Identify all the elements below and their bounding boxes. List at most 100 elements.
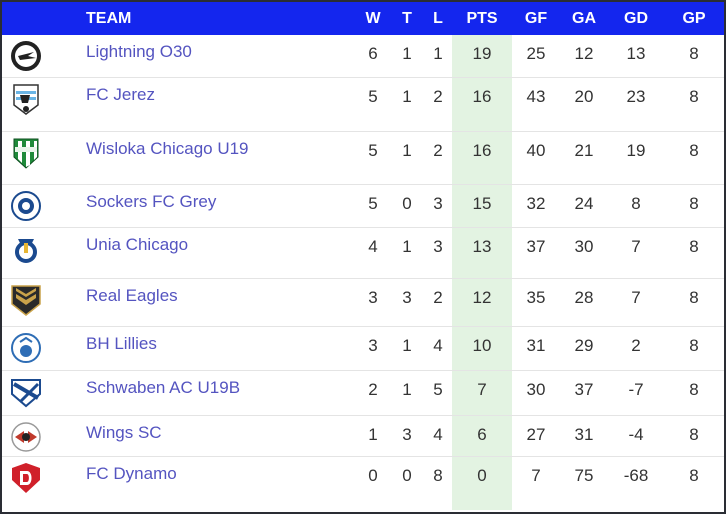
ties-cell: 1	[390, 325, 424, 370]
goal-difference-cell: 13	[608, 35, 664, 77]
games-played-value: 8	[689, 236, 699, 256]
goals-for-cell: 32	[512, 183, 560, 227]
points-value: 10	[472, 335, 492, 355]
team-cell: Wisloka Chicago U19	[2, 130, 356, 184]
wins-cell: 1	[356, 414, 390, 456]
goals-against-cell: 75	[560, 455, 608, 510]
team-name-link[interactable]: Unia Chicago	[86, 234, 189, 254]
goals-against-cell: 37	[560, 369, 608, 415]
wins-cell: 2	[356, 369, 390, 415]
games-played-cell: 8	[664, 76, 724, 131]
wins-value: 5	[368, 193, 378, 213]
ties-value: 1	[402, 44, 412, 63]
goals-for-value: 43	[526, 86, 546, 106]
team-cell: Sockers FC Grey	[2, 183, 356, 227]
wisloka-logo-icon[interactable]	[10, 137, 42, 169]
table-row: Sockers FC Grey 5 0 3 15 32 24 8 8	[2, 183, 724, 227]
team-name-link[interactable]: Schwaben AC U19B	[86, 377, 241, 397]
lightning-logo-icon[interactable]	[10, 40, 42, 72]
losses-value: 2	[433, 140, 443, 160]
header-ties[interactable]: T	[402, 9, 412, 27]
points-cell: 12	[452, 277, 512, 326]
header-team[interactable]: TEAM	[86, 9, 132, 27]
ties-value: 1	[402, 335, 412, 355]
points-value: 7	[477, 379, 487, 399]
sockers-logo-icon[interactable]	[10, 190, 42, 222]
real-eagles-logo-icon[interactable]	[10, 284, 42, 316]
goals-for-cell: 25	[512, 35, 560, 77]
unia-logo-icon[interactable]	[10, 233, 42, 265]
goals-for-cell: 35	[512, 277, 560, 326]
header-goal-difference[interactable]: GD	[624, 9, 648, 27]
games-played-cell: 8	[664, 369, 724, 415]
wins-cell: 5	[356, 183, 390, 227]
losses-cell: 5	[424, 369, 452, 415]
goals-against-value: 24	[574, 193, 594, 213]
losses-cell: 2	[424, 130, 452, 184]
wins-cell: 6	[356, 35, 390, 77]
team-name-link[interactable]: Sockers FC Grey	[86, 191, 217, 211]
goals-against-cell: 20	[560, 76, 608, 131]
points-cell: 7	[452, 369, 512, 415]
wins-cell: 5	[356, 76, 390, 131]
team-name-link[interactable]: FC Jerez	[86, 84, 155, 104]
losses-cell: 3	[424, 183, 452, 227]
wins-value: 5	[368, 140, 378, 160]
losses-cell: 8	[424, 455, 452, 510]
team-cell: Unia Chicago	[2, 226, 356, 278]
team-name-link[interactable]: BH Lillies	[86, 333, 157, 353]
goals-against-cell: 31	[560, 414, 608, 456]
goal-difference-value: 19	[626, 140, 646, 160]
wins-value: 0	[368, 465, 378, 485]
points-value: 6	[477, 424, 487, 444]
losses-cell: 2	[424, 76, 452, 131]
points-value: 0	[477, 465, 487, 485]
fc-dynamo-logo-icon[interactable]	[10, 462, 42, 494]
team-name-link[interactable]: Lightning O30	[86, 42, 192, 61]
games-played-cell: 8	[664, 455, 724, 510]
fc-jerez-logo-icon[interactable]	[10, 83, 42, 115]
team-cell: FC Dynamo	[2, 455, 356, 510]
header-wins[interactable]: W	[365, 9, 381, 27]
team-name-link[interactable]: Wisloka Chicago U19	[86, 138, 249, 158]
games-played-cell: 8	[664, 277, 724, 326]
wins-cell: 0	[356, 455, 390, 510]
table-row: Unia Chicago 4 1 3 13 37 30 7 8	[2, 226, 724, 278]
losses-value: 4	[433, 424, 443, 444]
losses-value: 2	[433, 287, 443, 307]
wins-value: 3	[368, 287, 378, 307]
wins-cell: 4	[356, 226, 390, 278]
losses-cell: 4	[424, 414, 452, 456]
header-goals-against[interactable]: GA	[572, 9, 596, 27]
team-cell: Schwaben AC U19B	[2, 369, 356, 415]
wins-value: 2	[368, 379, 378, 399]
header-points[interactable]: PTS	[466, 9, 498, 27]
games-played-cell: 8	[664, 130, 724, 184]
goals-against-value: 21	[574, 140, 594, 160]
header-goals-for[interactable]: GF	[524, 9, 548, 27]
wings-logo-icon[interactable]	[10, 421, 42, 453]
games-played-value: 8	[689, 140, 699, 160]
goals-against-value: 12	[574, 44, 594, 63]
header-losses[interactable]: L	[433, 9, 443, 27]
table-row: FC Jerez 5 1 2 16 43 20 23 8	[2, 76, 724, 131]
goal-difference-cell: 2	[608, 325, 664, 370]
team-name-link[interactable]: FC Dynamo	[86, 463, 177, 483]
games-played-value: 8	[689, 86, 699, 106]
goals-against-value: 31	[574, 424, 594, 444]
table-row: Schwaben AC U19B 2 1 5 7 30 37 -7 8	[2, 369, 724, 415]
goals-against-value: 28	[574, 287, 594, 307]
bh-lillies-logo-icon[interactable]	[10, 332, 42, 364]
team-name-link[interactable]: Wings SC	[86, 422, 162, 442]
header-games-played[interactable]: GP	[682, 9, 706, 27]
team-name-link[interactable]: Real Eagles	[86, 285, 178, 305]
schwaben-logo-icon[interactable]	[10, 376, 42, 408]
games-played-value: 8	[689, 379, 699, 399]
goals-for-value: 31	[526, 335, 546, 355]
goals-for-cell: 7	[512, 455, 560, 510]
losses-value: 4	[433, 335, 443, 355]
goal-difference-value: 7	[631, 236, 641, 256]
losses-value: 3	[433, 193, 443, 213]
